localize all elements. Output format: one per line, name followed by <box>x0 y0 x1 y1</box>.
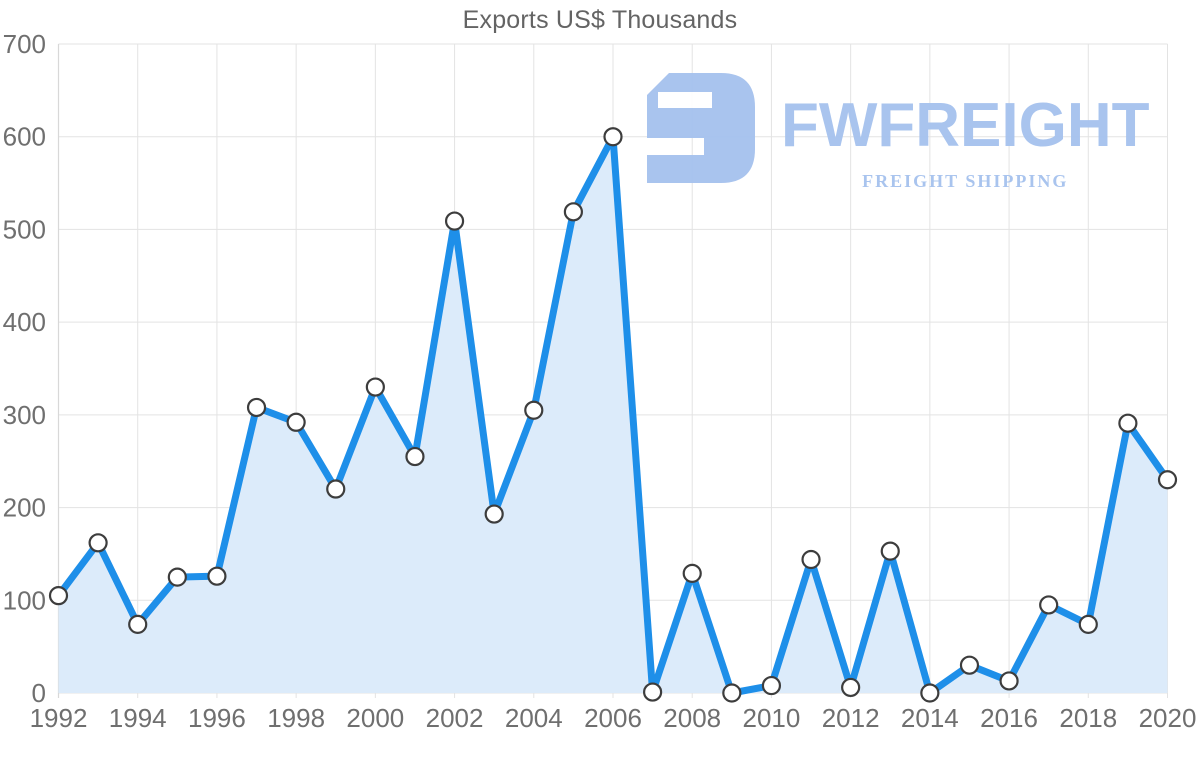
x-axis-label: 2010 <box>743 703 801 733</box>
x-axis-label: 2004 <box>505 703 563 733</box>
data-point-marker[interactable] <box>1157 470 1178 490</box>
x-axis-label: 2012 <box>822 703 880 733</box>
x-axis-label: 2008 <box>663 703 721 733</box>
x-axis-label: 2000 <box>346 703 404 733</box>
y-axis-label: 100 <box>3 585 46 615</box>
x-axis-label: 1992 <box>30 703 88 733</box>
data-point-marker[interactable] <box>286 412 306 432</box>
data-point-marker[interactable] <box>444 211 465 231</box>
data-point-marker[interactable] <box>207 566 227 586</box>
x-axis-label: 2014 <box>901 703 959 733</box>
data-point-marker[interactable] <box>920 683 940 703</box>
data-point-marker[interactable] <box>48 586 69 606</box>
data-point-marker[interactable] <box>326 479 346 499</box>
y-axis-label: 600 <box>3 122 46 152</box>
x-axis-label: 2018 <box>1059 703 1117 733</box>
x-axis-label: 1998 <box>267 703 325 733</box>
y-axis-label: 500 <box>3 214 46 244</box>
data-point-marker[interactable] <box>603 127 623 147</box>
data-point-marker[interactable] <box>682 563 702 583</box>
x-axis-label: 2006 <box>584 703 642 733</box>
data-point-marker[interactable] <box>880 541 900 561</box>
data-point-marker[interactable] <box>405 446 425 467</box>
data-point-marker[interactable] <box>484 504 504 524</box>
data-point-marker[interactable] <box>524 400 544 420</box>
data-point-marker[interactable] <box>643 682 663 702</box>
y-axis-label: 300 <box>3 400 46 430</box>
y-axis-label: 400 <box>3 307 46 337</box>
chart-title: Exports US$ Thousands <box>462 6 738 34</box>
data-point-marker[interactable] <box>841 677 861 698</box>
data-point-marker[interactable] <box>801 549 821 570</box>
y-axis-label: 700 <box>3 29 46 59</box>
x-axis-label: 1994 <box>109 703 167 733</box>
x-axis-label: 2002 <box>426 703 484 733</box>
y-axis-label: 200 <box>3 493 46 523</box>
y-axis-label: 0 <box>32 678 46 708</box>
data-point-marker[interactable] <box>128 614 148 634</box>
data-point-marker[interactable] <box>722 683 742 703</box>
data-point-marker[interactable] <box>246 397 267 418</box>
x-axis-label: 1996 <box>188 703 246 733</box>
data-point-marker[interactable] <box>88 533 108 553</box>
data-point-marker[interactable] <box>761 675 782 696</box>
data-point-marker[interactable] <box>1118 413 1138 433</box>
x-axis-label: 2020 <box>1139 703 1197 733</box>
data-point-marker[interactable] <box>563 202 583 222</box>
data-point-marker[interactable] <box>1039 595 1059 615</box>
data-point-marker[interactable] <box>365 377 385 397</box>
data-point-marker[interactable] <box>999 671 1019 691</box>
data-point-marker[interactable] <box>959 655 980 675</box>
data-point-marker[interactable] <box>167 567 187 587</box>
data-point-marker[interactable] <box>1078 614 1098 634</box>
x-axis-label: 2016 <box>980 703 1038 733</box>
